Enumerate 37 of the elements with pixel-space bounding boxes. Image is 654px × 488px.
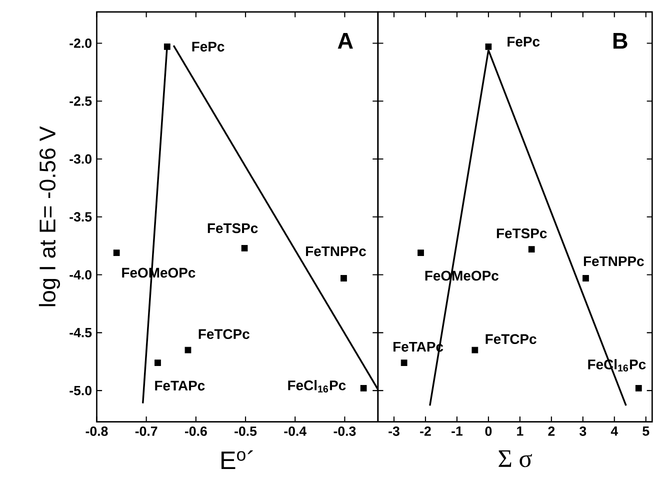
annotation: FePc (192, 42, 224, 52)
x-tick-label: -3 (388, 426, 400, 436)
x-tick-label: 0 (485, 426, 492, 436)
y-tick-label: -3.5 (70, 212, 92, 222)
annotation: FeTCPc (198, 329, 250, 340)
x-tick-label: 1 (517, 426, 524, 436)
annotation: FeTSPc (208, 223, 258, 234)
x-tick-label: 4 (610, 426, 618, 436)
y-tick-label: -2.0 (70, 38, 92, 48)
annotation: FeCl$_{16}$Pc (288, 380, 346, 393)
x-tick-label: -0.7 (135, 426, 158, 436)
annotation: A (338, 33, 353, 49)
annotation: FePc (508, 37, 540, 47)
x-tick-label: -0.3 (334, 426, 356, 436)
annotation: FeTNPPc (584, 256, 644, 266)
annotation: FeTAPc (155, 381, 205, 391)
y-tick-label: -4.0 (70, 270, 92, 280)
x-axis-title: E$^{o}$´ (222, 450, 253, 470)
x-tick-label: -0.4 (284, 426, 306, 436)
x-tick-label: -0.5 (234, 426, 257, 436)
y-tick-label: -5.0 (70, 386, 92, 396)
annotation: FeTNPPc (306, 246, 366, 256)
y-tick-label: -4.5 (70, 328, 92, 338)
x-tick-label: 3 (580, 426, 586, 436)
x-tick-label: -1 (452, 426, 463, 436)
x-tick-label: -0.8 (86, 426, 108, 436)
x-tick-label: 5 (642, 426, 650, 436)
x-tick-label: -0.6 (184, 426, 207, 436)
annotation: FeTCPc (486, 334, 536, 344)
y-axis-title: log I at E= -0.56 V (38, 126, 60, 306)
x-tick-label: 2 (548, 426, 555, 436)
annotation: FeTSPc (496, 228, 547, 238)
x-axis-title: Σ σ (498, 450, 532, 468)
y-tick-label: -2.5 (70, 96, 92, 106)
annotation: B (613, 33, 628, 49)
x-tick-label: -2 (420, 426, 431, 436)
y-tick-label: -3.0 (70, 154, 92, 164)
